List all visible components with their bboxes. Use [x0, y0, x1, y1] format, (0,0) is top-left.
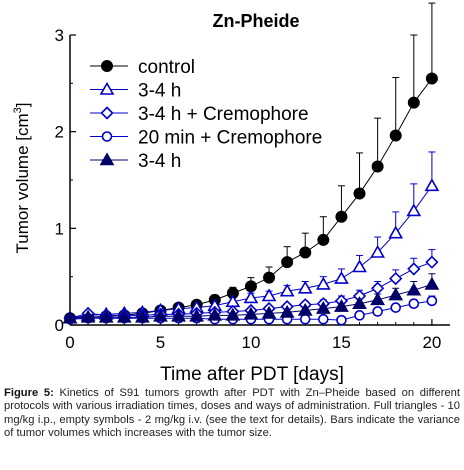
- data-point: [62, 310, 78, 324]
- data-point: [225, 307, 241, 321]
- data-point: [425, 72, 438, 85]
- data-point: [352, 296, 367, 310]
- data-point: [424, 276, 440, 290]
- chart-title: Zn-Pheide: [212, 11, 299, 31]
- data-point: [389, 271, 403, 286]
- data-point: [370, 281, 385, 295]
- data-point: [297, 302, 313, 316]
- data-point: [334, 270, 349, 284]
- y-axis-label-end: ]: [13, 103, 32, 108]
- data-point: [390, 302, 402, 313]
- data-point: [354, 310, 365, 321]
- y-tick-label: 1: [55, 219, 64, 238]
- x-tick-label: 5: [156, 333, 165, 352]
- data-point: [281, 256, 294, 269]
- data-point: [315, 276, 331, 290]
- y-axis-label-main: Tumor volume [cm: [13, 113, 32, 253]
- data-point: [371, 160, 384, 173]
- x-tick-label: 20: [422, 333, 441, 352]
- x-tick-label: 15: [332, 333, 351, 352]
- data-point: [388, 225, 404, 239]
- data-point: [261, 288, 277, 302]
- legend-label: control: [138, 57, 195, 78]
- legend-label: 3-4 h: [138, 81, 181, 102]
- data-point: [207, 307, 223, 321]
- data-point: [425, 255, 439, 269]
- data-point: [153, 308, 168, 322]
- caption-label: Figure 5:: [4, 387, 54, 399]
- data-point: [406, 203, 422, 217]
- data-point: [407, 262, 421, 276]
- y-tick-label: 0: [55, 316, 64, 335]
- legend-marker: [101, 59, 114, 72]
- data-point: [297, 280, 313, 294]
- data-point: [334, 299, 349, 312]
- x-tick-label: 0: [65, 333, 74, 352]
- data-point: [317, 233, 330, 246]
- series-markers: [62, 72, 440, 326]
- data-point: [318, 313, 329, 325]
- y-tick-label: 2: [55, 123, 64, 142]
- legend-marker: [99, 81, 115, 95]
- data-point: [299, 313, 311, 325]
- data-point: [279, 283, 295, 297]
- data-point: [171, 308, 186, 322]
- data-point: [353, 187, 366, 200]
- data-point: [370, 292, 385, 306]
- data-point: [243, 290, 259, 304]
- data-point: [352, 259, 367, 273]
- data-point: [408, 298, 420, 310]
- data-point: [80, 309, 96, 323]
- data-point: [135, 309, 150, 323]
- legend-marker: [101, 131, 113, 142]
- legend-marker: [100, 106, 114, 120]
- legend-label: 3-4 h: [138, 151, 181, 172]
- figure-caption: Figure 5: Kinetics of S91 tumors growth …: [4, 387, 460, 441]
- data-point: [424, 178, 440, 192]
- data-point: [335, 210, 348, 223]
- data-point: [426, 295, 438, 307]
- data-point: [299, 246, 312, 259]
- legend-marker: [99, 152, 115, 166]
- data-point: [336, 314, 347, 326]
- x-tick-label: 10: [241, 333, 260, 352]
- data-point: [243, 306, 259, 320]
- y-tick-label: 3: [55, 26, 64, 45]
- y-axis-label: Tumor volume [cm3]: [12, 103, 32, 254]
- data-point: [279, 304, 295, 318]
- data-point: [407, 96, 420, 109]
- data-point: [370, 244, 385, 258]
- y-axis-label-sup: 3: [12, 107, 24, 113]
- data-point: [261, 305, 277, 319]
- data-point: [388, 287, 404, 301]
- legend-label: 3-4 h + Cremophore: [138, 104, 309, 125]
- legend-label: 20 min + Cremophore: [138, 128, 322, 149]
- data-point: [244, 280, 257, 293]
- x-axis-label: Time after PDT [days]: [160, 364, 344, 385]
- caption-text: Kinetics of S91 tumors growth after PDT …: [4, 387, 460, 440]
- data-point: [406, 282, 422, 296]
- data-point: [372, 306, 383, 317]
- error-bars: [175, 2, 436, 313]
- data-point: [315, 300, 331, 314]
- data-point: [189, 308, 205, 322]
- data-point: [263, 271, 276, 284]
- data-point: [98, 309, 114, 323]
- data-point: [116, 309, 132, 323]
- data-point: [389, 129, 402, 142]
